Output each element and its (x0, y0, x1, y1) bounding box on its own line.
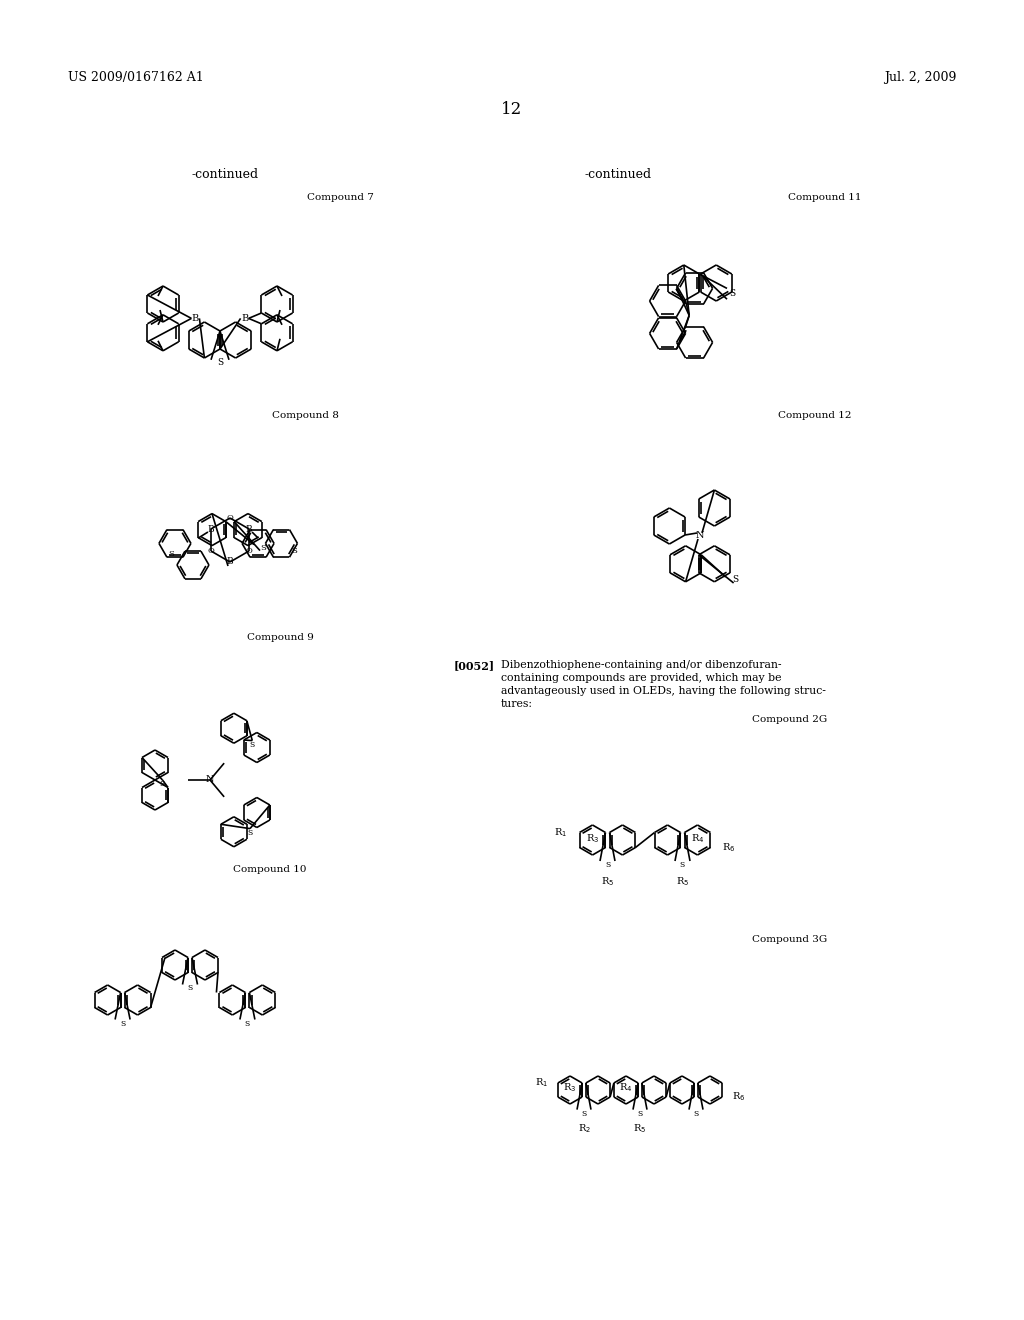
Text: -continued: -continued (191, 169, 259, 181)
Text: R$_4$: R$_4$ (691, 832, 705, 845)
Text: S: S (693, 1110, 698, 1118)
Text: B: B (226, 557, 233, 566)
Text: S: S (187, 985, 193, 993)
Text: Compound 9: Compound 9 (247, 634, 313, 643)
Text: Compound 8: Compound 8 (271, 411, 339, 420)
Text: S: S (250, 741, 255, 748)
Text: S: S (732, 576, 738, 585)
Text: S: S (168, 550, 174, 558)
Text: S: S (217, 358, 223, 367)
Text: Compound 7: Compound 7 (306, 194, 374, 202)
Text: S: S (637, 1110, 643, 1118)
Text: R$_2$: R$_2$ (578, 1122, 591, 1135)
Text: B: B (208, 524, 214, 533)
Text: Compound 10: Compound 10 (233, 866, 307, 874)
Text: -continued: -continued (585, 169, 651, 181)
Text: 12: 12 (502, 102, 522, 119)
Text: S: S (160, 780, 165, 788)
Text: B: B (241, 314, 248, 323)
Text: R$_5$: R$_5$ (601, 875, 614, 888)
Text: advantageously used in OLEDs, having the following struc-: advantageously used in OLEDs, having the… (501, 686, 826, 696)
Text: [0052]: [0052] (454, 660, 496, 671)
Text: S: S (248, 829, 253, 837)
Text: R$_6$: R$_6$ (723, 841, 736, 854)
Text: N: N (206, 776, 214, 784)
Text: Compound 12: Compound 12 (778, 411, 852, 420)
Text: N: N (695, 531, 705, 540)
Text: Compound 11: Compound 11 (788, 194, 862, 202)
Text: S: S (680, 861, 685, 869)
Text: S: S (582, 1110, 587, 1118)
Text: S: S (245, 1019, 250, 1027)
Text: O: O (246, 546, 253, 554)
Text: O: O (208, 546, 214, 554)
Text: R$_5$: R$_5$ (676, 875, 689, 888)
Text: R$_5$: R$_5$ (634, 1122, 646, 1135)
Text: S: S (120, 1019, 125, 1027)
Text: S: S (291, 546, 297, 554)
Text: containing compounds are provided, which may be: containing compounds are provided, which… (501, 673, 781, 682)
Text: US 2009/0167162 A1: US 2009/0167162 A1 (68, 71, 204, 84)
Text: S: S (605, 861, 610, 869)
Text: R$_3$: R$_3$ (586, 832, 599, 845)
Text: Compound 3G: Compound 3G (753, 936, 827, 945)
Text: Jul. 2, 2009: Jul. 2, 2009 (884, 71, 956, 84)
Text: Dibenzothiophene-containing and/or dibenzofuran-: Dibenzothiophene-containing and/or diben… (501, 660, 781, 671)
Text: O: O (226, 513, 233, 521)
Text: R$_1$: R$_1$ (535, 1077, 548, 1089)
Text: tures:: tures: (501, 700, 534, 709)
Text: R$_4$: R$_4$ (620, 1081, 633, 1094)
Text: S: S (260, 544, 266, 552)
Text: R$_6$: R$_6$ (732, 1090, 745, 1104)
Text: Compound 2G: Compound 2G (753, 715, 827, 725)
Text: R$_1$: R$_1$ (554, 826, 567, 840)
Text: R$_3$: R$_3$ (563, 1081, 577, 1094)
Text: B: B (191, 314, 199, 323)
Text: S: S (729, 289, 735, 298)
Text: B: B (246, 524, 252, 533)
